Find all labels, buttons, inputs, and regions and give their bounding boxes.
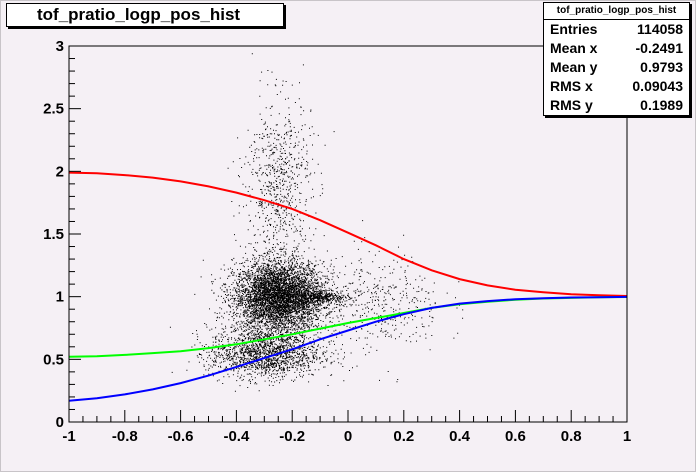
stats-row-mean-y: Mean y 0.9793 — [544, 58, 689, 77]
y-tick-label: 2.5 — [43, 101, 64, 118]
x-tick-label: -0.4 — [223, 428, 250, 445]
scatter-points — [169, 53, 464, 392]
x-axis: -1 -0.8 -0.6 -0.4 -0.2 0 0.2 0.4 0.6 0.8 1 — [62, 410, 631, 445]
y-tick-label: 1.5 — [43, 226, 64, 243]
y-tick-label: 3 — [56, 38, 64, 55]
x-tick-label: 1 — [623, 428, 631, 445]
y-tick-label: 2 — [56, 163, 64, 180]
histogram-title: tof_pratio_logp_pos_hist — [37, 5, 241, 24]
stats-row-rms-y: RMS y 0.1989 — [544, 96, 689, 115]
stat-label: Mean x — [550, 40, 598, 56]
x-tick-label: -0.2 — [279, 428, 305, 445]
stat-label: RMS y — [550, 97, 593, 113]
x-tick-label: 0.8 — [561, 428, 582, 445]
x-tick-label: 0.2 — [393, 428, 414, 445]
stats-row-mean-x: Mean x -0.2491 — [544, 39, 689, 58]
stat-value: 0.9793 — [640, 59, 683, 75]
stats-row-entries: Entries 114058 — [544, 20, 689, 39]
histogram-title-box: tof_pratio_logp_pos_hist — [6, 3, 284, 27]
fit-curves — [68, 171, 628, 402]
stat-value: -0.2491 — [635, 40, 683, 56]
stat-value: 0.1989 — [640, 97, 683, 113]
stats-header: tof_pratio_logp_pos_hist — [544, 3, 689, 20]
x-tick-label: 0.4 — [449, 428, 471, 445]
stat-label: Mean y — [550, 59, 598, 75]
stat-label: RMS x — [550, 78, 593, 94]
x-tick-label: 0 — [344, 428, 352, 445]
y-tick-label: 0.5 — [43, 351, 64, 368]
plot-frame-background — [69, 46, 627, 422]
x-tick-label: -1 — [62, 428, 75, 445]
stat-value: 0.09043 — [632, 78, 683, 94]
y-axis: 0 0.5 1 1.5 2 2.5 3 — [43, 38, 81, 431]
x-tick-label: 0.6 — [505, 428, 526, 445]
x-tick-label: -0.6 — [168, 428, 194, 445]
scatter-cluster — [194, 233, 375, 369]
scatter-cluster — [169, 308, 358, 392]
y-tick-label: 0 — [56, 414, 64, 431]
stats-row-rms-x: RMS x 0.09043 — [544, 77, 689, 96]
fit-curve — [68, 295, 628, 402]
scatter-cluster — [276, 290, 356, 305]
y-tick-label: 1 — [56, 289, 64, 306]
stat-value: 114058 — [637, 21, 683, 37]
stat-label: Entries — [550, 21, 598, 37]
stats-box[interactable]: tof_pratio_logp_pos_hist Entries 114058 … — [543, 2, 690, 116]
fit-curve — [68, 171, 628, 297]
x-tick-label: -0.8 — [112, 428, 138, 445]
